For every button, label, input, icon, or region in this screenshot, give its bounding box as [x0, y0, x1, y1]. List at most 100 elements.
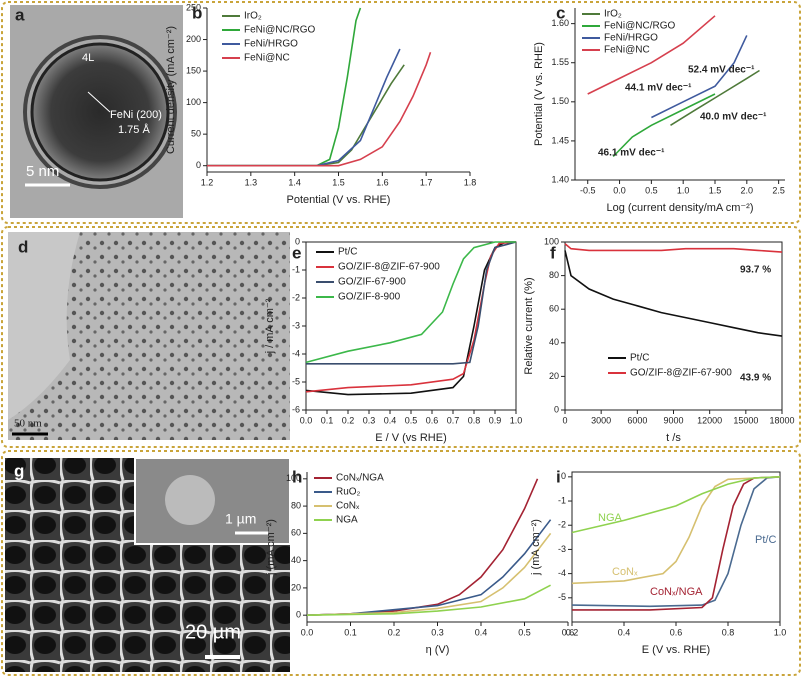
x-tick-label: 18000	[769, 415, 794, 425]
annotation: 46.1 mV dec⁻¹	[598, 148, 665, 159]
panel-label: i	[556, 467, 561, 486]
y-tick-label: 80	[291, 500, 301, 510]
y-tick-label: 0	[554, 404, 559, 414]
x-tick-label: 0.3	[363, 415, 376, 425]
x-axis-label: Potential (V vs. RHE)	[287, 194, 391, 206]
panel-label: d	[18, 237, 28, 256]
annotation: 40.0 mV dec⁻¹	[700, 112, 767, 123]
legend-label: GO/ZIF-8-900	[338, 292, 401, 303]
annotation: 44.1 mV dec⁻¹	[625, 83, 692, 94]
x-tick-label: 0.0	[300, 415, 313, 425]
line	[564, 243, 783, 253]
panel-label: f	[550, 243, 556, 262]
y-tick-label: 1.50	[551, 96, 569, 106]
line	[207, 51, 432, 167]
line	[306, 584, 551, 616]
x-axis-label: Log (current density/mA cm⁻²)	[606, 202, 753, 214]
line	[571, 476, 781, 534]
x-tick-label: 2.0	[741, 185, 754, 195]
y-tick-label: 20	[291, 582, 301, 592]
y-tick-label: 0	[296, 610, 301, 620]
legend-label: CoNₓ	[336, 501, 360, 512]
y-tick-label: -5	[558, 592, 566, 602]
legend-label: CoNₓ/NGA	[336, 473, 384, 484]
y-tick-label: -3	[558, 544, 566, 554]
y-tick-label: 100	[544, 236, 559, 246]
line	[571, 476, 781, 608]
line	[207, 48, 401, 167]
line	[564, 250, 783, 337]
x-tick-label: 0.4	[384, 415, 397, 425]
scale-label: 1 µm	[225, 511, 256, 527]
x-tick-label: 15000	[733, 415, 758, 425]
x-tick-label: 0.9	[489, 415, 502, 425]
y-tick-label: 0	[295, 236, 300, 246]
x-tick-label: 9000	[663, 415, 683, 425]
x-tick-label: 1.0	[774, 627, 787, 637]
x-tick-label: 1.4	[288, 177, 301, 187]
y-axis-label: Potential (V vs. RHE)	[533, 42, 545, 146]
x-axis-label: η (V)	[426, 644, 450, 656]
y-tick-label: 1.60	[551, 18, 569, 28]
x-tick-label: 0.8	[722, 627, 735, 637]
y-tick-label: 60	[291, 528, 301, 538]
legend-label: FeNi/HRGO	[604, 33, 658, 44]
annotation: 1.75 Å	[118, 123, 150, 136]
x-tick-label: 0.5	[405, 415, 418, 425]
x-tick-label: 1.6	[376, 177, 389, 187]
panel-label: e	[292, 243, 301, 262]
x-tick-label: 0.6	[426, 415, 439, 425]
x-tick-label: 0.0	[613, 185, 626, 195]
y-tick-label: 40	[549, 337, 559, 347]
x-tick-label: 0.0	[301, 627, 314, 637]
y-tick-label: -4	[558, 568, 566, 578]
legend-label: FeNi@NC/RGO	[244, 25, 315, 36]
x-tick-label: 0.2	[342, 415, 355, 425]
x-tick-label: 0.7	[447, 415, 460, 425]
annotation: 4L	[82, 52, 94, 64]
annotation: 52.4 mV dec⁻¹	[688, 65, 755, 76]
x-tick-label: 1.0	[677, 185, 690, 195]
scale-label: 50 nm	[14, 418, 42, 430]
x-axis-label: t /s	[666, 432, 681, 444]
legend-label: IrO₂	[244, 11, 262, 22]
x-tick-label: 0.8	[468, 415, 481, 425]
legend-label: RuO₂	[336, 487, 361, 498]
annotation: FeNi (200)	[110, 109, 162, 121]
x-tick-label: 0.4	[618, 627, 631, 637]
x-tick-label: 0.6	[562, 627, 575, 637]
x-axis-label: E (V vs. RHE)	[642, 644, 710, 656]
y-tick-label: 0	[561, 471, 566, 481]
y-tick-label: -1	[558, 495, 566, 505]
annotation: 93.7 %	[740, 265, 771, 276]
x-axis-label: E / V (vs RHE)	[375, 432, 447, 444]
x-tick-label: 1.5	[332, 177, 345, 187]
y-tick-label: 50	[191, 129, 201, 139]
panel-label: h	[292, 467, 302, 486]
y-axis-label: j / mA cm⁻²	[264, 298, 276, 354]
y-tick-label: 100	[286, 473, 301, 483]
x-tick-label: 1.2	[201, 177, 214, 187]
y-axis-label: j (mA cm⁻²)	[265, 519, 277, 576]
scale-label: 20 µm	[185, 621, 241, 643]
image-d	[8, 232, 290, 440]
panel-label: c	[556, 3, 565, 22]
panel-label: b	[192, 3, 202, 22]
legend-label: IrO₂	[604, 9, 622, 20]
x-tick-label: 1.3	[245, 177, 258, 187]
plot-frame	[571, 471, 781, 623]
y-axis-label: Relative current (%)	[523, 277, 535, 374]
x-tick-label: 0.2	[566, 627, 579, 637]
y-tick-label: 100	[186, 97, 201, 107]
legend-label: NGA	[336, 515, 358, 526]
legend-label: Pt/C	[338, 247, 357, 258]
x-tick-label: 0	[562, 415, 567, 425]
y-axis-label: Current density (mA cm⁻²)	[165, 26, 177, 154]
series-label: NGA	[598, 512, 623, 524]
y-tick-label: -2	[292, 292, 300, 302]
x-tick-label: 1.5	[709, 185, 722, 195]
y-tick-label: -5	[292, 376, 300, 386]
line	[306, 532, 552, 616]
legend-label: FeNi@NC/RGO	[604, 21, 675, 32]
scale-label: 5 nm	[26, 163, 59, 180]
